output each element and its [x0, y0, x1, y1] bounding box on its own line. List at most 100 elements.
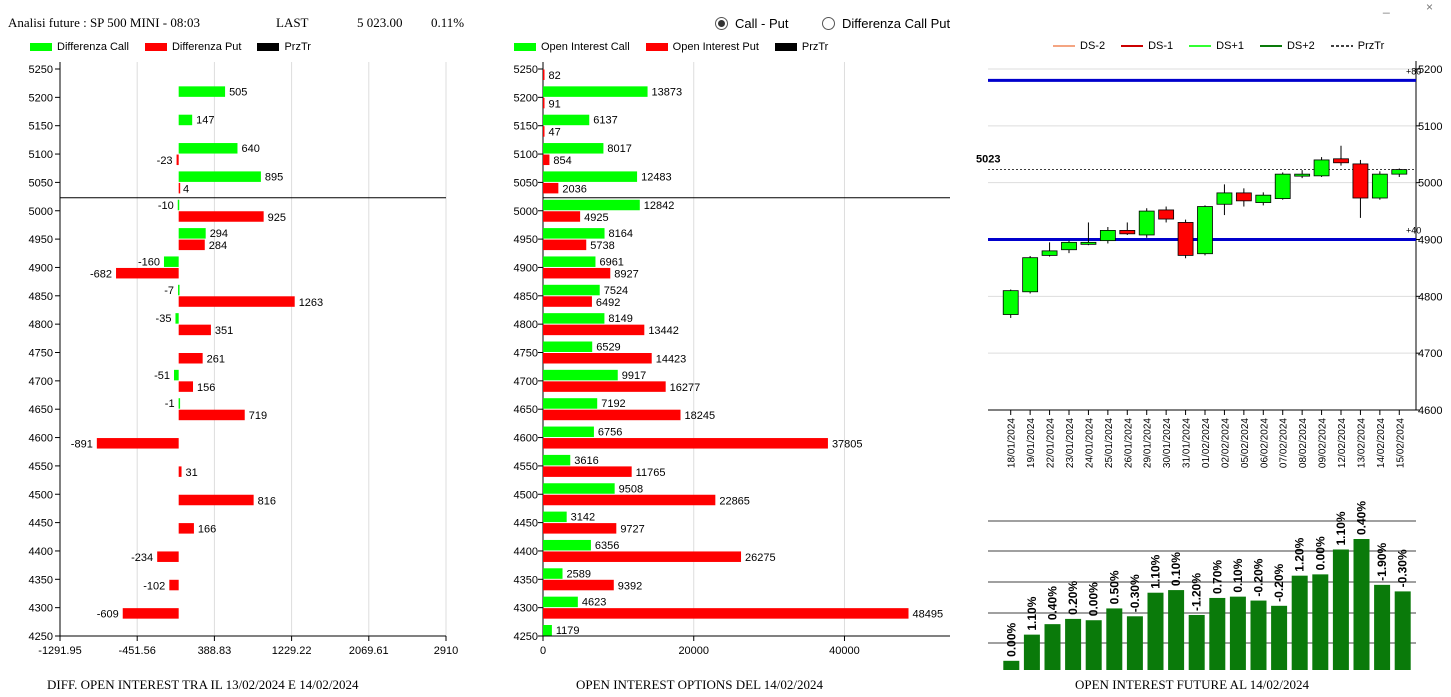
- radio-differenza-label: Differenza Call Put: [842, 16, 951, 31]
- oi-put-label: 14423: [656, 354, 687, 366]
- oi-future-bar: [1023, 634, 1040, 670]
- oi-future-bar: [1106, 608, 1123, 670]
- oi-put-bar: [543, 466, 632, 477]
- oi-call-label: 1179: [556, 625, 580, 637]
- oi-call-bar: [543, 171, 638, 182]
- put-diff-bar: [178, 381, 194, 392]
- y-tick-label: 4950: [29, 234, 53, 246]
- x-tick-label: 12/02/2024: [1337, 418, 1348, 468]
- y-tick-label: 4950: [514, 234, 538, 246]
- put-diff-label: 156: [197, 382, 215, 394]
- x-tick-label: 1229.22: [272, 645, 312, 657]
- y-tick-label: 4650: [29, 404, 53, 416]
- oi-call-bar: [543, 341, 593, 352]
- put-diff-bar: [178, 353, 203, 364]
- change-value: 0.11%: [431, 15, 465, 30]
- oi-call-bar: [543, 114, 590, 126]
- oi-put-label: 47: [549, 127, 561, 139]
- y-tick-label: 4300: [29, 603, 53, 615]
- oi-call-label: 8164: [609, 228, 633, 240]
- oi-future-label: -0.30%: [1128, 574, 1142, 612]
- oi-put-bar: [543, 154, 550, 166]
- oi-call-label: 13873: [652, 86, 683, 98]
- oi-future-bar: [1126, 616, 1143, 670]
- radio-differenza[interactable]: Differenza Call Put: [822, 16, 950, 31]
- legend-item: PrzTr: [1330, 40, 1385, 52]
- oi-future-bar: [1250, 600, 1267, 670]
- y-tick-label: 4900: [29, 262, 53, 274]
- candle-body: [1197, 206, 1213, 255]
- call-diff-label: 895: [265, 171, 283, 183]
- legend-label: DS-2: [1080, 40, 1106, 52]
- legend-label: Open Interest Put: [672, 41, 759, 53]
- legend-item: Differenza Call: [30, 41, 129, 53]
- y-tick-label: 4250: [29, 631, 53, 643]
- oi-put-bar: [543, 126, 545, 137]
- call-diff-bar: [178, 86, 226, 97]
- close-icon[interactable]: ×: [1426, 0, 1434, 14]
- radio-call-put[interactable]: Call - Put: [715, 16, 788, 31]
- y-tick-label: 4850: [29, 291, 53, 303]
- oi-call-label: 9508: [619, 483, 643, 495]
- oi-future-label: 0.00%: [1004, 622, 1018, 656]
- oi-future-bar: [1168, 590, 1185, 670]
- put-diff-label: -234: [131, 552, 153, 564]
- oi-put-bar: [543, 409, 681, 421]
- radio-selected-icon[interactable]: [715, 17, 728, 30]
- oi-future-bar: [1044, 624, 1061, 670]
- header-title: Analisi future : SP 500 MINI - 08:03: [8, 15, 200, 30]
- call-diff-bar: [178, 398, 181, 409]
- candle-body: [1352, 163, 1369, 199]
- oi-future-bar: [1332, 549, 1349, 670]
- legend-label: PrzTr: [1357, 40, 1385, 52]
- candle-body: [1177, 222, 1194, 256]
- x-tick-label: 0: [540, 645, 546, 657]
- put-diff-label: 719: [249, 410, 267, 422]
- x-tick-label: 22/01/2024: [1046, 418, 1057, 468]
- legend-right: DS-2 DS-1 DS+1 DS+2 PrzTr: [1053, 40, 1400, 52]
- legend-swatch: [257, 43, 280, 51]
- x-tick-label: 14/02/2024: [1376, 418, 1387, 468]
- oi-call-bar: [543, 256, 596, 267]
- legend-item: Differenza Put: [144, 41, 242, 53]
- oi-put-bar: [543, 353, 652, 364]
- put-diff-bar: [178, 239, 205, 251]
- legend-swatch: [30, 43, 52, 51]
- oi-put-label: 854: [553, 155, 571, 167]
- y-tick-label: 4700: [29, 376, 53, 388]
- oi-call-bar: [543, 284, 600, 296]
- y-tick-label: 4450: [514, 518, 538, 530]
- oi-call-bar: [543, 398, 598, 409]
- candle-body: [1002, 290, 1019, 315]
- call-diff-bar: [178, 171, 261, 182]
- oi-call-bar: [543, 143, 604, 154]
- call-diff-label: 505: [229, 86, 247, 98]
- legend-label: Differenza Put: [171, 41, 242, 53]
- legend-label: DS+2: [1286, 40, 1315, 52]
- radio-unselected-icon[interactable]: [822, 17, 835, 30]
- y-tick-label: 4300: [514, 603, 538, 615]
- call-diff-label: -35: [156, 313, 172, 325]
- candle-body: [1333, 158, 1349, 164]
- oi-future-label: -0.20%: [1272, 563, 1286, 601]
- y-tick-label: 4550: [514, 461, 538, 473]
- candle-body: [1371, 173, 1388, 199]
- y-tick-label: 4500: [29, 489, 53, 501]
- put-diff-label: -891: [71, 439, 93, 451]
- x-tick-label: 08/02/2024: [1298, 418, 1309, 468]
- y-tick-label: 4600: [1418, 405, 1442, 417]
- oi-call-label: 12483: [641, 171, 672, 183]
- minimize-icon[interactable]: _: [1383, 0, 1390, 14]
- x-tick-label: 40000: [829, 645, 860, 657]
- put-diff-label: 31: [186, 467, 198, 479]
- y-tick-label: 4550: [29, 461, 53, 473]
- candle-body: [1216, 192, 1233, 205]
- oi-future-label: 0.00%: [1087, 582, 1101, 616]
- oi-put-label: 13442: [648, 325, 679, 337]
- candle-body: [1294, 173, 1311, 177]
- y-tick-label: 4850: [514, 291, 538, 303]
- oi-put-label: 26275: [745, 552, 776, 564]
- oi-put-label: 48495: [913, 609, 944, 621]
- y-tick-label: 4900: [514, 262, 538, 274]
